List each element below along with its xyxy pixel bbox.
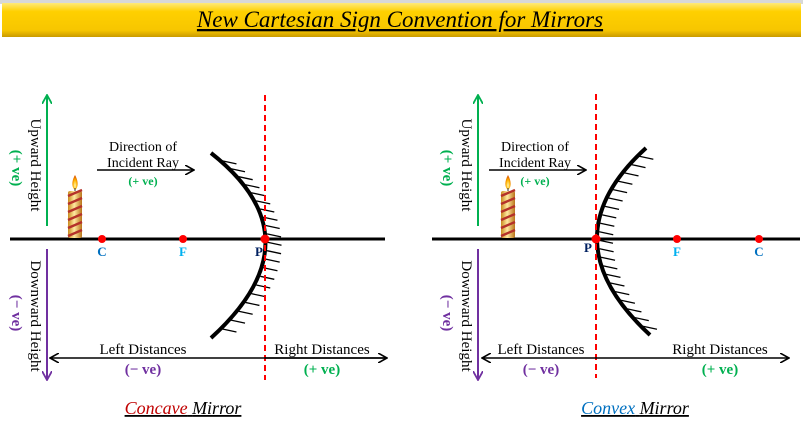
hatch-mark bbox=[245, 184, 260, 189]
incident-label-line2: Incident Ray bbox=[499, 156, 571, 171]
hatch-mark bbox=[631, 163, 646, 169]
hatch-mark bbox=[222, 328, 237, 333]
concave-caption: Concave Mirror bbox=[125, 398, 243, 418]
incident-label-line2: Incident Ray bbox=[107, 156, 179, 171]
hatch-mark bbox=[600, 222, 615, 227]
hatch-mark bbox=[265, 224, 280, 230]
point-c bbox=[98, 235, 106, 243]
upward-height-label: Upward Height bbox=[27, 119, 43, 213]
hatch-mark bbox=[256, 284, 271, 289]
hatch-mark bbox=[642, 325, 658, 330]
caption-word: Mirror bbox=[639, 398, 690, 418]
hatch-mark bbox=[266, 250, 282, 255]
downward-sign: (− ve) bbox=[8, 295, 24, 331]
hatch-mark bbox=[627, 308, 642, 313]
incident-sign: (+ ve) bbox=[520, 174, 549, 188]
downward-sign: (− ve) bbox=[439, 295, 455, 331]
concave-panel: Upward Height (+ ve) Downward Height (− … bbox=[8, 95, 386, 418]
downward-height-label: Downward Height bbox=[458, 260, 474, 372]
point-p bbox=[591, 234, 601, 244]
right-distances-label: Right Distances bbox=[274, 342, 370, 358]
incident-label-line1: Direction of bbox=[109, 140, 177, 155]
convex-panel: Upward Height (+ ve) Downward Height (− … bbox=[432, 94, 800, 418]
hatch-mark bbox=[604, 205, 620, 211]
hatch-mark bbox=[238, 176, 253, 181]
hatch-mark bbox=[608, 197, 623, 202]
downward-height-label: Downward Height bbox=[27, 260, 43, 372]
hatch-mark bbox=[260, 275, 275, 280]
hatch-mark bbox=[634, 316, 649, 322]
caption-type: Concave bbox=[125, 398, 188, 418]
hatch-mark bbox=[598, 239, 614, 244]
upward-sign: (+ ve) bbox=[439, 150, 455, 186]
hatch-mark bbox=[620, 299, 636, 304]
hatch-mark bbox=[612, 188, 628, 194]
caption-word: Mirror bbox=[191, 398, 242, 418]
convex-caption: Convex Mirror bbox=[581, 398, 690, 418]
mirror-hatching bbox=[222, 160, 282, 333]
hatch-mark bbox=[600, 256, 616, 261]
label-c: C bbox=[97, 244, 106, 259]
hatch-mark bbox=[615, 290, 630, 296]
candle-icon bbox=[67, 175, 83, 238]
hatch-mark bbox=[599, 231, 614, 236]
hatch-mark bbox=[603, 265, 618, 270]
hatch-mark bbox=[260, 208, 275, 213]
left-distances-label: Left Distances bbox=[99, 342, 186, 358]
point-p bbox=[260, 234, 270, 244]
right-sign: (+ ve) bbox=[304, 362, 340, 378]
title-banner: New Cartesian Sign Convention for Mirror… bbox=[0, 0, 803, 37]
left-sign: (− ve) bbox=[125, 362, 161, 378]
hatch-mark bbox=[639, 155, 654, 160]
point-f bbox=[179, 235, 187, 243]
hatch-mark bbox=[606, 273, 621, 279]
hatch-mark bbox=[251, 293, 266, 298]
hatch-mark bbox=[251, 192, 266, 197]
mirror-hatching bbox=[598, 155, 658, 330]
hatch-mark bbox=[230, 168, 246, 173]
hatch-mark bbox=[238, 310, 253, 315]
hatch-mark bbox=[230, 319, 246, 324]
incident-sign: (+ ve) bbox=[128, 174, 157, 188]
hatch-mark bbox=[624, 172, 639, 177]
hatch-mark bbox=[610, 282, 625, 287]
hatch-mark bbox=[256, 200, 271, 205]
label-f: F bbox=[179, 244, 187, 259]
incident-label-line1: Direction of bbox=[501, 140, 569, 155]
page-title: New Cartesian Sign Convention for Mirror… bbox=[196, 7, 603, 32]
hatch-mark bbox=[222, 160, 237, 165]
left-sign: (− ve) bbox=[523, 362, 559, 378]
candle-icon bbox=[500, 175, 516, 238]
label-p: P bbox=[255, 244, 263, 259]
hatch-mark bbox=[245, 301, 260, 307]
label-f: F bbox=[673, 244, 681, 259]
point-f bbox=[673, 235, 681, 243]
label-p: P bbox=[584, 240, 592, 255]
left-distances-label: Left Distances bbox=[497, 342, 584, 358]
hatch-mark bbox=[267, 241, 282, 246]
hatch-mark bbox=[266, 233, 282, 238]
label-c: C bbox=[754, 244, 763, 259]
upward-sign: (+ ve) bbox=[8, 150, 24, 186]
right-sign: (+ ve) bbox=[702, 362, 738, 378]
caption-type: Convex bbox=[581, 398, 635, 418]
upward-height-label: Upward Height bbox=[458, 119, 474, 213]
right-distances-label: Right Distances bbox=[672, 342, 768, 358]
hatch-mark bbox=[618, 180, 633, 185]
hatch-mark bbox=[599, 248, 614, 253]
point-c bbox=[755, 235, 763, 243]
hatch-mark bbox=[602, 214, 617, 219]
hatch-mark bbox=[265, 258, 280, 263]
